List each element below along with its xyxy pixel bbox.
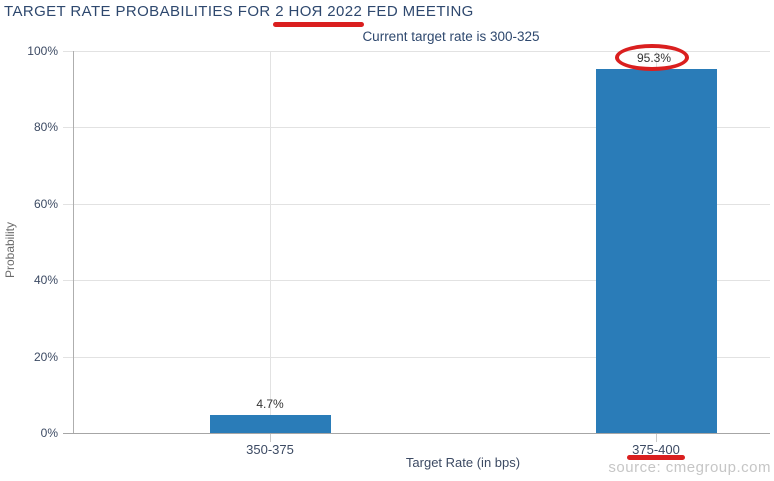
x-axis-title: Target Rate (in bps) [405,455,521,470]
y-tick-label-80: 80% [33,120,58,134]
chart-title: TARGET RATE PROBABILITIES FOR 2 НОЯ 2022… [4,3,474,27]
chart-title-meeting-date: 2 НОЯ 2022 [273,3,365,27]
x-category-label-375-400: 375-400 [632,442,680,457]
y-tick-label-60: 60% [33,197,58,211]
gridline-20pct [63,357,770,358]
red-ellipse-annotation [615,44,689,71]
meeting-date-text: 2 НОЯ 2022 [275,3,363,20]
bar-350-375[interactable] [210,415,331,433]
x-axis-tick-2 [656,434,657,442]
gridline-100pct [63,51,770,52]
y-tick-label-100: 100% [27,44,58,58]
y-tick-label-20: 20% [33,350,58,364]
chart-title-prefix: TARGET RATE PROBABILITIES FOR [4,3,276,20]
y-axis-line [73,51,74,433]
red-underline-title-annotation [273,22,365,27]
gridline-category-1 [270,51,271,433]
y-tick-label-0: 0% [40,426,58,440]
x-category-label-350-375: 350-375 [246,442,294,457]
x-axis-line [63,433,770,434]
x-axis-tick-1 [270,434,271,442]
y-tick-label-40: 40% [33,273,58,287]
y-axis-title: Probability [3,221,17,279]
data-label-350-375: 4.7% [256,397,284,411]
chart-subtitle: Current target rate is 300-325 [362,29,540,44]
gridline-60pct [63,204,770,205]
gridline-40pct [63,280,770,281]
gridline-80pct [63,127,770,128]
source-credit: source: cmegroup.com [608,459,771,476]
red-underline-category-annotation [627,455,685,460]
chart-title-suffix: FED MEETING [362,3,474,20]
bar-375-400[interactable] [596,69,717,433]
